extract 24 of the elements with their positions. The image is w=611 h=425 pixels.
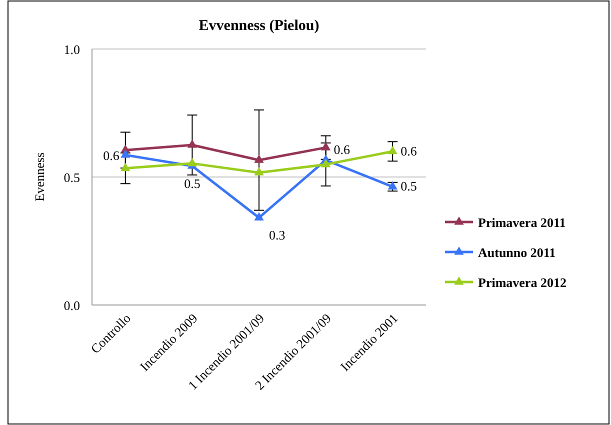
data-label: 0.5 xyxy=(184,176,200,191)
data-label: 0.3 xyxy=(269,228,286,243)
y-tick-label: 1.0 xyxy=(64,42,80,57)
point xyxy=(187,139,198,148)
y-tick-label: 0.0 xyxy=(64,298,80,313)
legend-label: Primavera 2012 xyxy=(478,275,566,290)
data-label: 0.6 xyxy=(334,142,351,158)
point xyxy=(388,146,398,154)
point xyxy=(320,158,331,168)
legend-label: Primavera 2011 xyxy=(478,215,566,230)
point xyxy=(254,212,264,220)
data-label: 0.6 xyxy=(400,143,418,158)
chart-title: Evvenness (Pielou) xyxy=(198,18,320,34)
legend-label: Autunno 2011 xyxy=(478,245,556,260)
point xyxy=(120,149,130,158)
point xyxy=(254,167,264,176)
point xyxy=(254,154,264,163)
point xyxy=(187,158,198,166)
y-tick-label: 0.5 xyxy=(64,170,80,185)
point xyxy=(320,142,331,150)
point xyxy=(120,162,130,172)
data-label: 0.6 xyxy=(103,148,120,163)
y-axis-title: Evenness xyxy=(32,152,47,202)
data-label: 0.5 xyxy=(400,178,417,194)
